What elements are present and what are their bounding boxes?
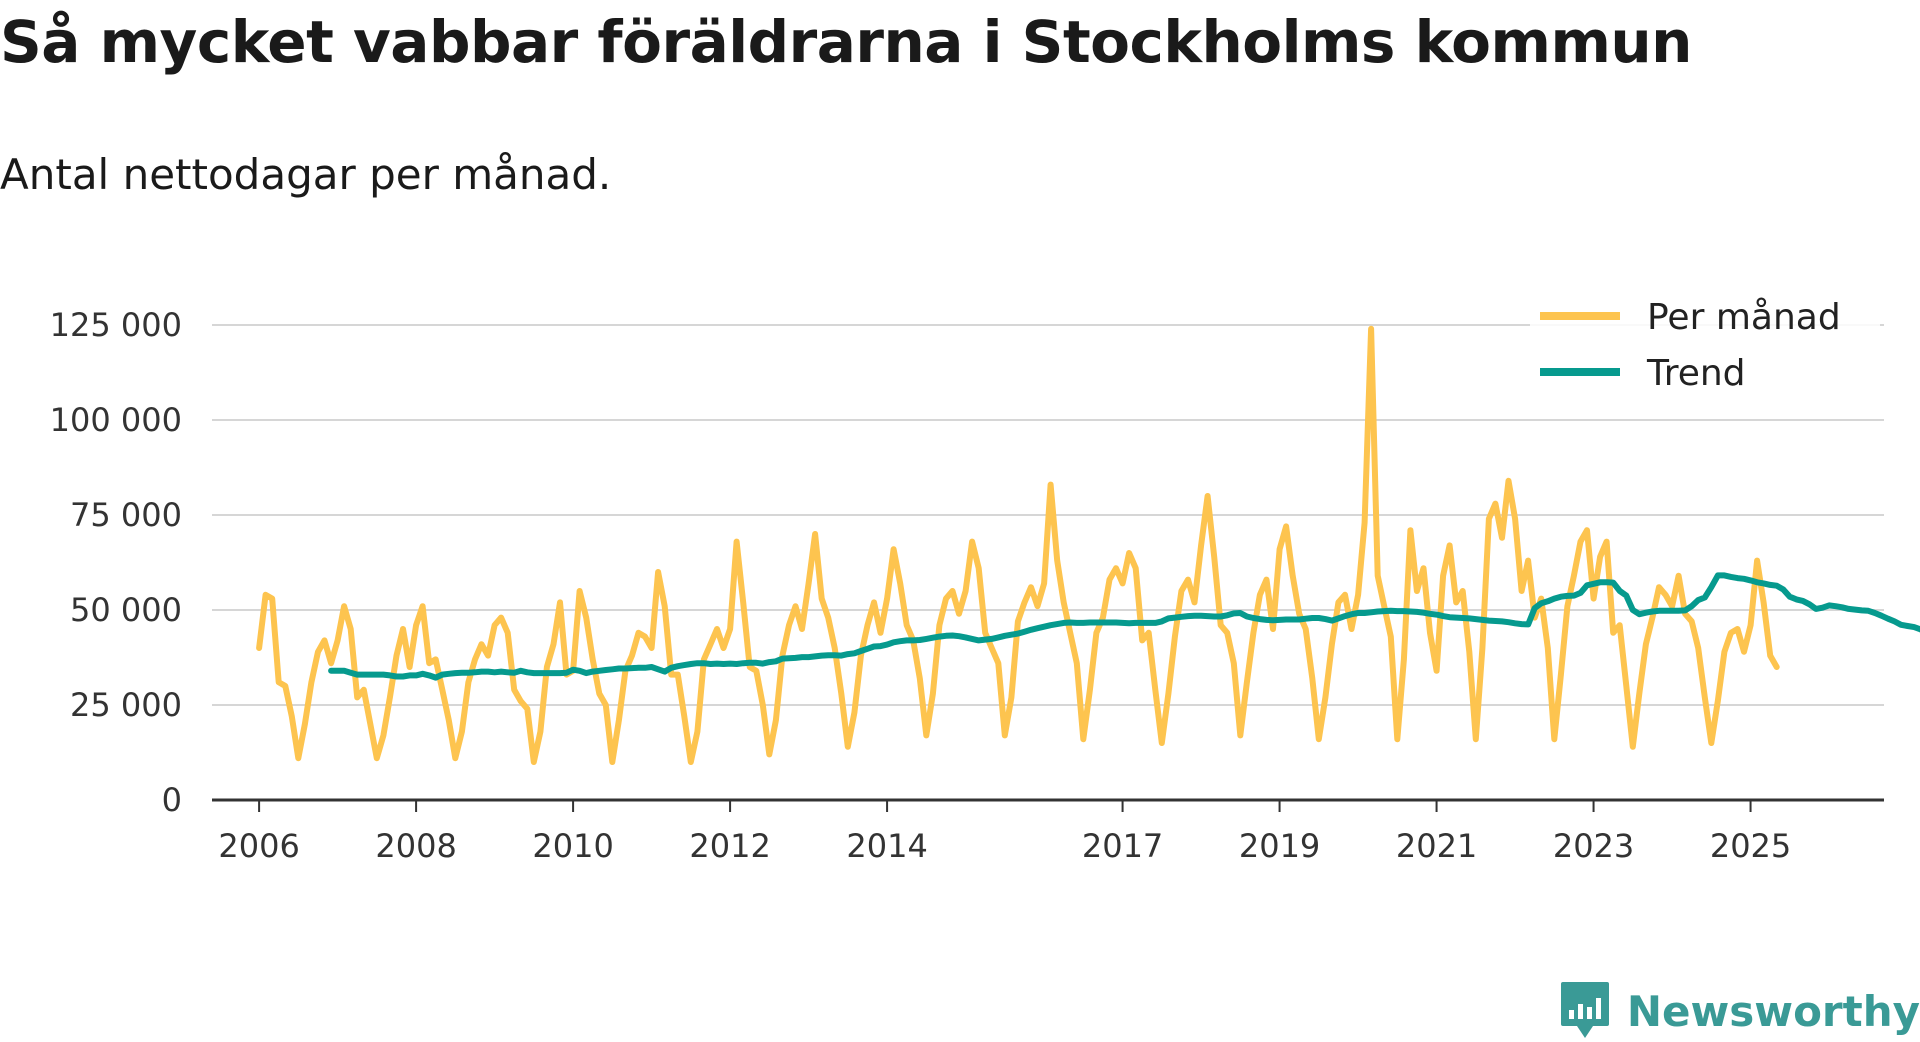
legend: Per månad Trend: [1530, 280, 1880, 410]
newsworthy-logo-icon: [1560, 982, 1609, 1038]
line-chart: 0 25 000 50 000 75 000 100 000 125 000 2006 200…: [50, 280, 1920, 865]
brand-logo: Newsworthy: [1559, 980, 1920, 1042]
legend-background: [1530, 280, 1880, 410]
legend-label-0: Per månad: [1647, 297, 1841, 338]
y-tick-label: 25 000: [70, 686, 182, 724]
brand-name: Newsworthy: [1626, 986, 1920, 1036]
x-tick-label: 2010: [532, 827, 613, 865]
x-tick-label: 2012: [689, 827, 770, 865]
x-tick-label: 2008: [375, 827, 456, 865]
trend-line: [328, 572, 1920, 681]
y-tick-label: 0: [162, 781, 182, 819]
x-tick-label: 2021: [1396, 827, 1477, 865]
y-tick-label: 125 000: [50, 306, 182, 344]
chart-title: Så mycket vabbar föräldrarna i Stockholm…: [0, 8, 1692, 76]
series-lines: [256, 325, 1920, 765]
x-tick-label: 2014: [846, 827, 927, 865]
y-tick-label: 50 000: [70, 591, 182, 629]
chart-subtitle: Antal nettodagar per månad.: [0, 150, 612, 199]
x-tick-label: 2023: [1553, 827, 1634, 865]
x-tick-label: 2019: [1239, 827, 1320, 865]
x-tick-label: 2006: [218, 827, 299, 865]
x-tick-label: 2017: [1082, 827, 1163, 865]
y-tick-label: 75 000: [70, 496, 182, 534]
x-tick-label: 2025: [1710, 827, 1791, 865]
axes: 0 25 000 50 000 75 000 100 000 125 000 2006 200…: [50, 306, 1884, 865]
legend-label-1: Trend: [1646, 353, 1746, 394]
y-tick-label: 100 000: [50, 401, 182, 439]
